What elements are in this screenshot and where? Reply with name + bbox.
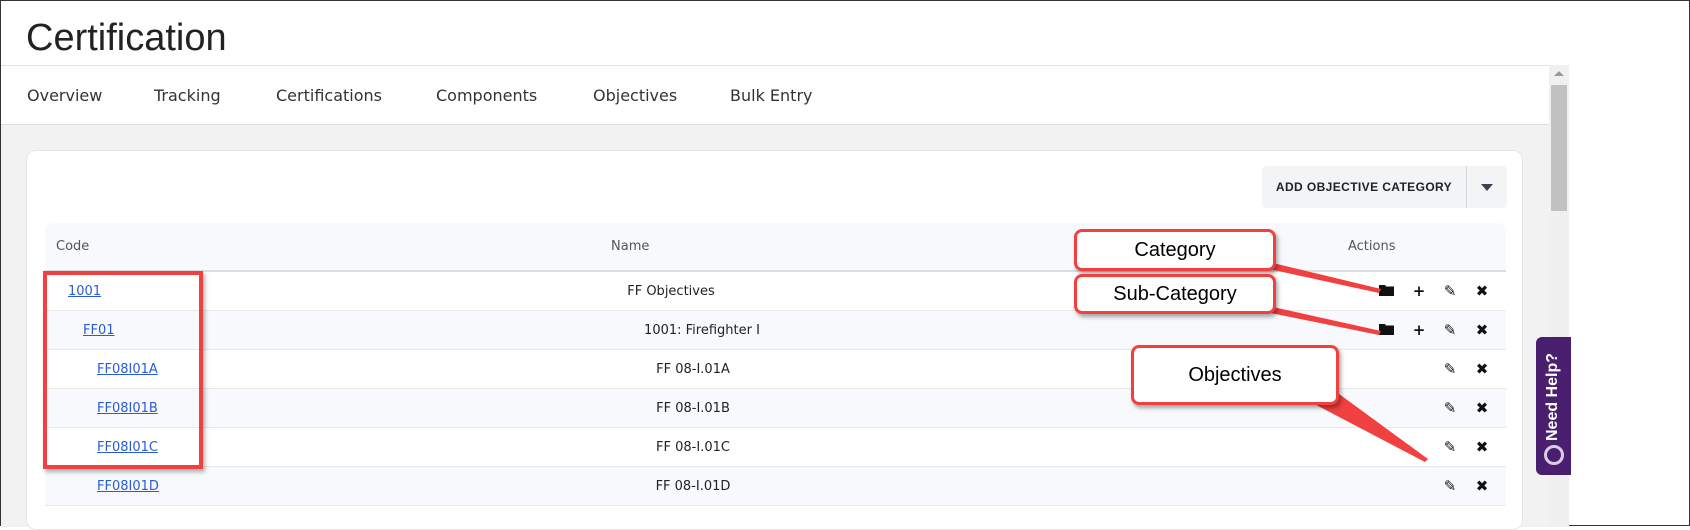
lifebuoy-icon xyxy=(1544,445,1564,465)
code-link[interactable]: FF01 xyxy=(83,323,115,338)
scrollbar-thumb[interactable] xyxy=(1551,85,1567,211)
category-callout: Category xyxy=(1074,229,1276,271)
pencil-icon[interactable]: ✎ xyxy=(1443,399,1457,417)
actions-header: Actions xyxy=(1348,239,1396,254)
table-header: Code Name Actions xyxy=(45,223,1506,272)
tab-objectives[interactable]: Objectives xyxy=(593,86,678,105)
table-row: FF08I01D FF 08-I.01D ✎ ✖ xyxy=(45,467,1506,506)
delete-x-icon[interactable]: ✖ xyxy=(1475,477,1489,495)
tab-bar: Overview Tracking Certifications Compone… xyxy=(1,65,1549,125)
tab-tracking[interactable]: Tracking xyxy=(154,86,221,105)
folder-icon[interactable] xyxy=(1376,282,1396,300)
add-dropdown-toggle[interactable] xyxy=(1466,166,1507,208)
code-link[interactable]: FF08I01D xyxy=(97,479,159,494)
code-link[interactable]: FF08I01A xyxy=(97,362,158,377)
code-link[interactable]: FF08I01C xyxy=(97,440,158,455)
row-name: FF 08-I.01B xyxy=(656,401,730,416)
delete-x-icon[interactable]: ✖ xyxy=(1475,360,1489,378)
caret-down-icon xyxy=(1481,183,1493,191)
plus-icon[interactable]: + xyxy=(1412,282,1426,300)
plus-icon[interactable]: + xyxy=(1412,321,1426,339)
scroll-up-icon[interactable] xyxy=(1554,71,1564,76)
objectives-callout: Objectives xyxy=(1131,345,1339,405)
folder-icon[interactable] xyxy=(1376,321,1396,339)
table-row: FF08I01A FF 08-I.01A ✎ ✖ xyxy=(45,350,1506,389)
delete-x-icon[interactable]: ✖ xyxy=(1475,282,1489,300)
tab-certifications[interactable]: Certifications xyxy=(276,86,382,105)
pencil-icon[interactable]: ✎ xyxy=(1443,321,1457,339)
delete-x-icon[interactable]: ✖ xyxy=(1475,438,1489,456)
add-objective-category-button[interactable]: ADD OBJECTIVE CATEGORY xyxy=(1262,166,1507,208)
delete-x-icon[interactable]: ✖ xyxy=(1475,321,1489,339)
page-title: Certification xyxy=(26,17,227,59)
add-objective-category-label: ADD OBJECTIVE CATEGORY xyxy=(1275,180,1453,194)
pencil-icon[interactable]: ✎ xyxy=(1443,282,1457,300)
delete-x-icon[interactable]: ✖ xyxy=(1475,399,1489,417)
table-row: 1001 FF Objectives + ✎ ✖ xyxy=(45,272,1506,311)
row-name: FF 08-I.01C xyxy=(656,440,730,455)
pencil-icon[interactable]: ✎ xyxy=(1443,438,1457,456)
code-highlight-box xyxy=(43,271,203,469)
tab-overview[interactable]: Overview xyxy=(27,86,103,105)
table-row: FF08I01C FF 08-I.01C ✎ ✖ xyxy=(45,428,1506,467)
code-header: Code xyxy=(56,239,90,254)
code-link[interactable]: FF08I01B xyxy=(97,401,158,416)
tab-components[interactable]: Components xyxy=(436,86,538,105)
row-name: 1001: Firefighter I xyxy=(644,323,760,338)
tab-bulk-entry[interactable]: Bulk Entry xyxy=(730,86,813,105)
row-name: FF 08-I.01D xyxy=(655,479,731,494)
sub-category-callout: Sub-Category xyxy=(1074,274,1276,314)
need-help-button[interactable]: Need Help? xyxy=(1536,337,1571,475)
pencil-icon[interactable]: ✎ xyxy=(1443,477,1457,495)
pencil-icon[interactable]: ✎ xyxy=(1443,360,1457,378)
code-link[interactable]: 1001 xyxy=(68,284,102,299)
row-name: FF 08-I.01A xyxy=(656,362,730,377)
need-help-label: Need Help? xyxy=(1544,352,1561,442)
name-header: Name xyxy=(611,239,650,254)
row-name: FF Objectives xyxy=(627,284,715,299)
